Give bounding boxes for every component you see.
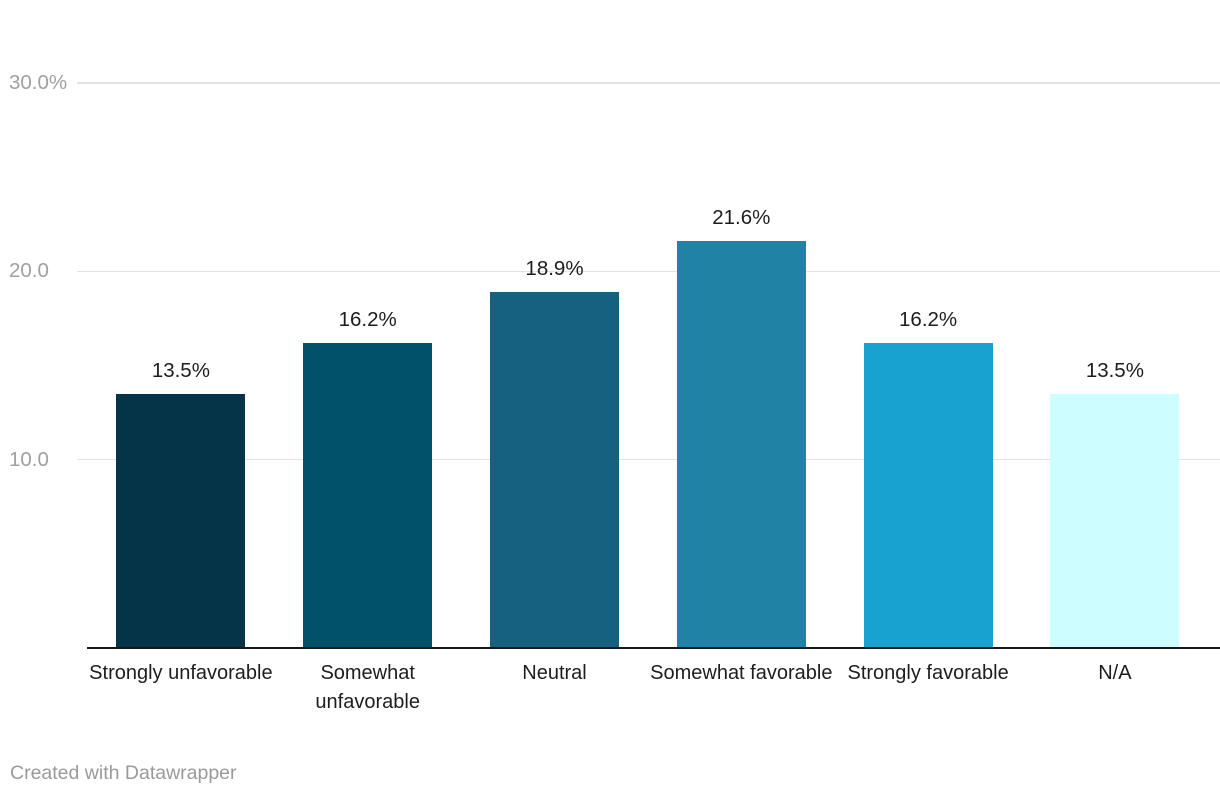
x-axis-category-label: Strongly favorable [847,662,1009,684]
bar-value-label: 13.5% [1085,358,1144,382]
bar-value-label: 18.9% [525,257,584,281]
y-gridline [77,458,1220,461]
y-axis-tick-label: 20.0 [9,259,49,283]
y-axis-tick-label: 30.0% [9,71,68,95]
bar-value-label: 21.6% [712,206,771,230]
bar[interactable] [303,342,433,648]
bar-value-label: 16.2% [338,307,397,331]
bar[interactable] [1050,393,1180,648]
bar-value-label: 13.5% [151,358,210,382]
x-axis-category-label: Somewhat favorable [650,662,833,684]
datawrapper-attribution-link[interactable]: Created with Datawrapper [10,762,237,784]
bar[interactable] [676,241,806,648]
x-axis-category-label: N/A [1098,662,1132,684]
bar-value-label: 16.2% [899,307,958,331]
y-gridline [77,82,1220,84]
x-axis-category-label: Neutral [522,662,587,684]
y-gridline [77,270,1220,273]
bar[interactable] [116,393,246,648]
bar[interactable] [863,342,993,648]
x-axis-line [87,646,1220,649]
bar[interactable] [490,292,619,648]
x-axis-category-label: Strongly unfavorable [89,662,273,684]
y-axis-tick-label: 10.0 [9,447,49,471]
x-axis-category-label: Somewhat unfavorable [315,662,420,713]
